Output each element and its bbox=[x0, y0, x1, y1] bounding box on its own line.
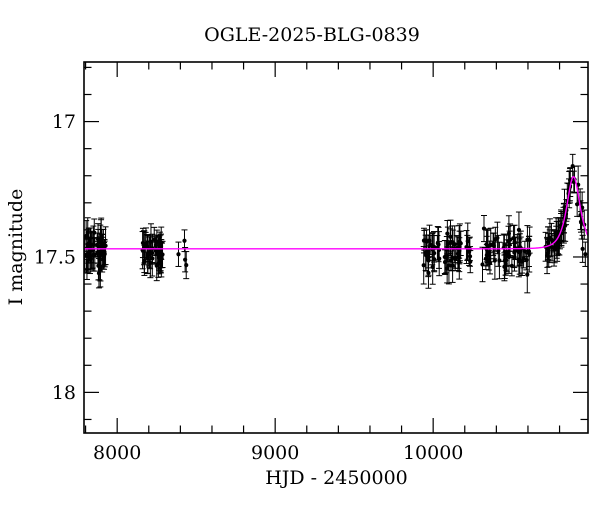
y-tick-label: 18 bbox=[52, 382, 76, 404]
chart-title: OGLE-2025-BLG-0839 bbox=[204, 24, 420, 46]
x-tick-label: 8000 bbox=[93, 442, 141, 464]
x-tick-label: 10000 bbox=[403, 442, 463, 464]
plot-frame bbox=[83, 61, 589, 434]
model-curve bbox=[84, 176, 588, 250]
y-tick-label: 17.5 bbox=[34, 246, 76, 268]
data-points-group bbox=[84, 153, 588, 294]
x-tick-label: 9000 bbox=[251, 442, 299, 464]
y-tick-label: 17 bbox=[52, 111, 76, 133]
x-axis-label: HJD - 2450000 bbox=[265, 467, 408, 489]
